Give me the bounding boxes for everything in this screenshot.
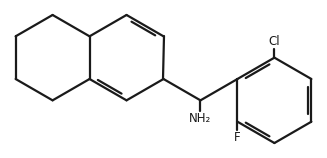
Text: NH₂: NH₂ bbox=[189, 112, 211, 125]
Text: Cl: Cl bbox=[268, 35, 280, 48]
Text: F: F bbox=[234, 131, 241, 144]
